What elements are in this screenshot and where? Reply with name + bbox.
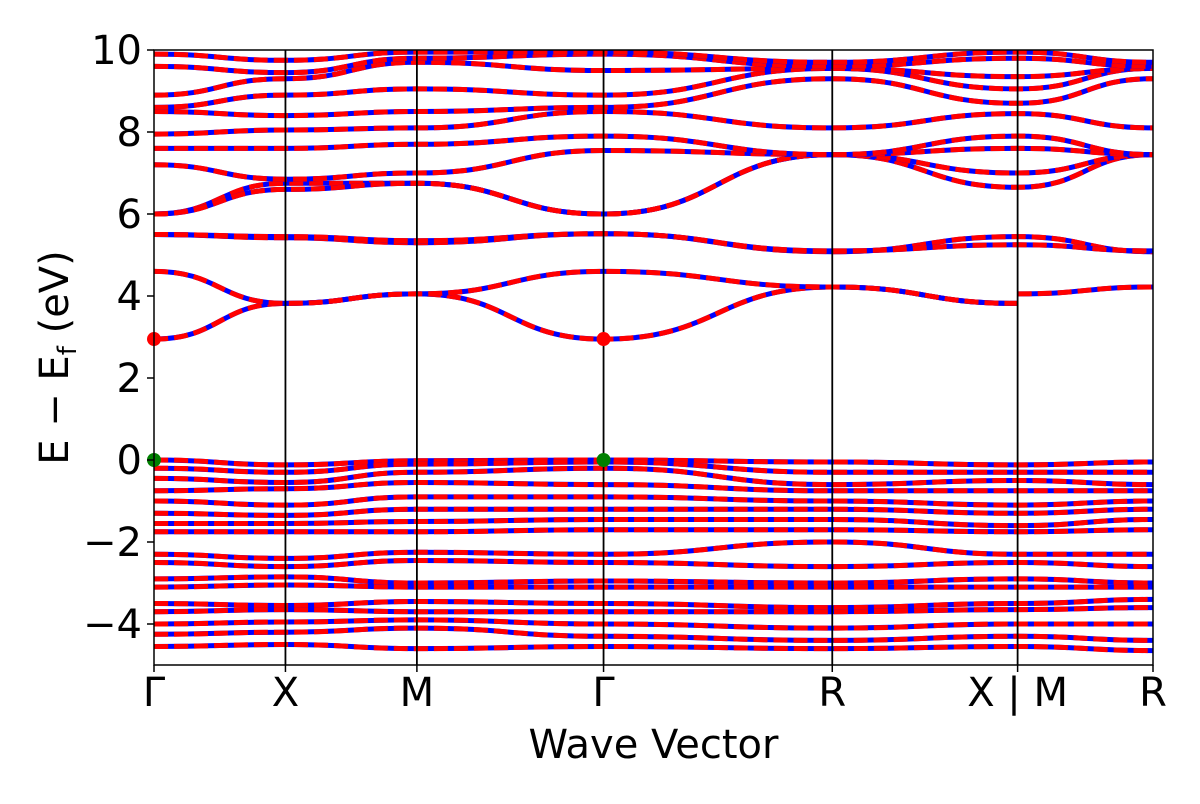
conduction-band-1-spin-down [154,284,1018,342]
valence-band-11-spin-up [154,574,1153,586]
valence-band-6-spin-up [154,506,1153,518]
kpoint-lines-layer [284,50,1019,665]
valence-band-12-spin-up [154,582,1153,590]
valence-band-8-spin-up [154,527,1153,535]
x-tick-label-3: M [400,670,435,716]
valence-band-9-spin-down [154,539,1153,561]
y-axis-label-main: E − E [32,355,78,465]
y-axis-label-subscript: f [53,345,83,355]
valence-band-17-spin-up [154,641,1153,654]
y-tick-label-3: 0 [117,438,142,484]
conduction-band-6-spin-down [154,152,1153,217]
conduction-band-5-spin-up [154,231,1153,254]
y-tick-label-6: 6 [117,192,142,238]
conduction-band-2-spin-up [154,268,1018,306]
x-tick-label-1: Γ [143,670,166,716]
y-tick-label-4: 2 [117,356,142,402]
x-tick-label-4: Γ [592,670,615,716]
valence-band-4-spin-up [154,479,1153,494]
conduction-band-3-spin-up [1017,284,1153,297]
conduction-band-1-spin-up [154,284,1018,342]
y-tick-label-7: 8 [117,110,142,156]
x-axis-ticks: Γ X M Γ R X | M R [143,665,1167,716]
bands-layer [154,50,1153,654]
x-tick-label-2: X [272,670,299,716]
y-axis-ticks: −4 −2 0 2 4 6 8 10 [83,28,154,648]
valence-band-15-spin-up [154,617,1153,631]
markers-layer [147,332,611,467]
valence-band-2-spin-up [154,459,1153,475]
y-tick-label-1: −4 [83,602,142,648]
valence-band-16-spin-up [154,625,1153,643]
x-tick-label-7: R [1139,670,1167,716]
valence-band-13-spin-up [154,596,1153,611]
valence-band-9-spin-up [154,539,1153,561]
x-axis-label: Wave Vector [529,722,780,768]
conduction-band-7-spin-up [154,152,1153,217]
y-tick-label-5: 4 [117,274,142,320]
plot-frame [153,49,1154,666]
vbm-marker-2 [596,453,611,467]
x-tick-label-5: R [818,670,846,716]
valence-band-14-spin-up [154,605,1153,615]
y-axis-label: E − Ef (eV) [32,250,83,465]
cbm-marker-2 [596,332,611,347]
y-tick-label-2: −2 [83,520,142,566]
valence-band-7-spin-up [154,517,1153,529]
valence-band-3-spin-up [154,465,1153,488]
x-tick-label-6: X | M [967,670,1068,716]
y-tick-label-8: 10 [91,28,142,74]
valence-band-10-spin-up [154,557,1153,570]
valence-band-5-spin-up [154,494,1153,508]
y-axis-label-unit: (eV) [32,250,78,346]
